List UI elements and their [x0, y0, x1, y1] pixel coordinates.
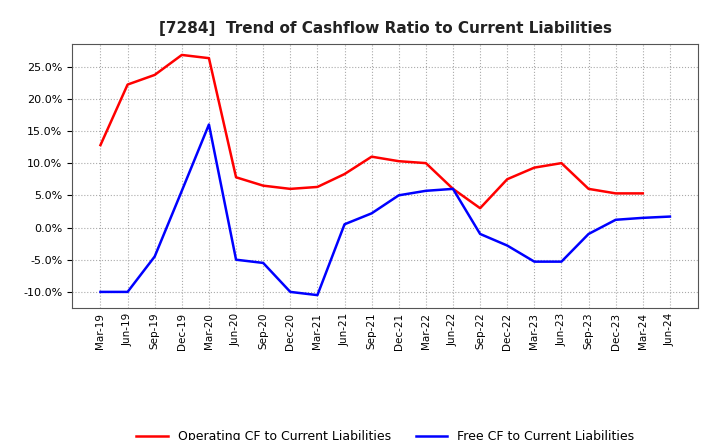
Free CF to Current Liabilities [96, 289, 105, 294]
Free CF to Current Liabilities [476, 231, 485, 237]
Operating CF to Current Liabilities [313, 184, 322, 190]
Free CF to Current Liabilities [341, 222, 349, 227]
Free CF to Current Liabilities [639, 215, 647, 220]
Free CF to Current Liabilities [367, 211, 376, 216]
Free CF to Current Liabilities [611, 217, 620, 223]
Line: Operating CF to Current Liabilities: Operating CF to Current Liabilities [101, 55, 643, 208]
Free CF to Current Liabilities [259, 260, 268, 266]
Free CF to Current Liabilities [286, 289, 294, 294]
Free CF to Current Liabilities [232, 257, 240, 262]
Operating CF to Current Liabilities [421, 161, 430, 166]
Free CF to Current Liabilities [530, 259, 539, 264]
Operating CF to Current Liabilities [150, 72, 159, 77]
Operating CF to Current Liabilities [530, 165, 539, 170]
Operating CF to Current Liabilities [503, 176, 511, 182]
Free CF to Current Liabilities [449, 186, 457, 191]
Operating CF to Current Liabilities [96, 143, 105, 148]
Legend: Operating CF to Current Liabilities, Free CF to Current Liabilities: Operating CF to Current Liabilities, Fre… [131, 425, 639, 440]
Free CF to Current Liabilities [665, 214, 674, 219]
Operating CF to Current Liabilities [178, 52, 186, 58]
Free CF to Current Liabilities [150, 254, 159, 259]
Operating CF to Current Liabilities [611, 191, 620, 196]
Operating CF to Current Liabilities [204, 55, 213, 61]
Free CF to Current Liabilities [584, 231, 593, 237]
Operating CF to Current Liabilities [259, 183, 268, 188]
Operating CF to Current Liabilities [367, 154, 376, 159]
Free CF to Current Liabilities [178, 188, 186, 194]
Operating CF to Current Liabilities [123, 82, 132, 87]
Free CF to Current Liabilities [557, 259, 566, 264]
Operating CF to Current Liabilities [395, 158, 403, 164]
Operating CF to Current Liabilities [286, 186, 294, 191]
Free CF to Current Liabilities [313, 293, 322, 298]
Operating CF to Current Liabilities [639, 191, 647, 196]
Operating CF to Current Liabilities [557, 161, 566, 166]
Free CF to Current Liabilities [123, 289, 132, 294]
Operating CF to Current Liabilities [232, 175, 240, 180]
Operating CF to Current Liabilities [341, 172, 349, 177]
Free CF to Current Liabilities [395, 193, 403, 198]
Free CF to Current Liabilities [503, 243, 511, 248]
Free CF to Current Liabilities [204, 122, 213, 127]
Line: Free CF to Current Liabilities: Free CF to Current Liabilities [101, 125, 670, 295]
Title: [7284]  Trend of Cashflow Ratio to Current Liabilities: [7284] Trend of Cashflow Ratio to Curren… [158, 21, 612, 36]
Operating CF to Current Liabilities [449, 186, 457, 191]
Operating CF to Current Liabilities [476, 205, 485, 211]
Operating CF to Current Liabilities [584, 186, 593, 191]
Free CF to Current Liabilities [421, 188, 430, 194]
